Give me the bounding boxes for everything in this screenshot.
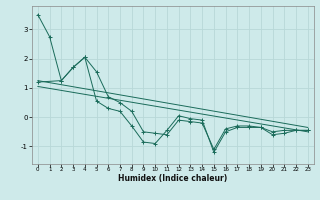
X-axis label: Humidex (Indice chaleur): Humidex (Indice chaleur) [118, 174, 228, 183]
